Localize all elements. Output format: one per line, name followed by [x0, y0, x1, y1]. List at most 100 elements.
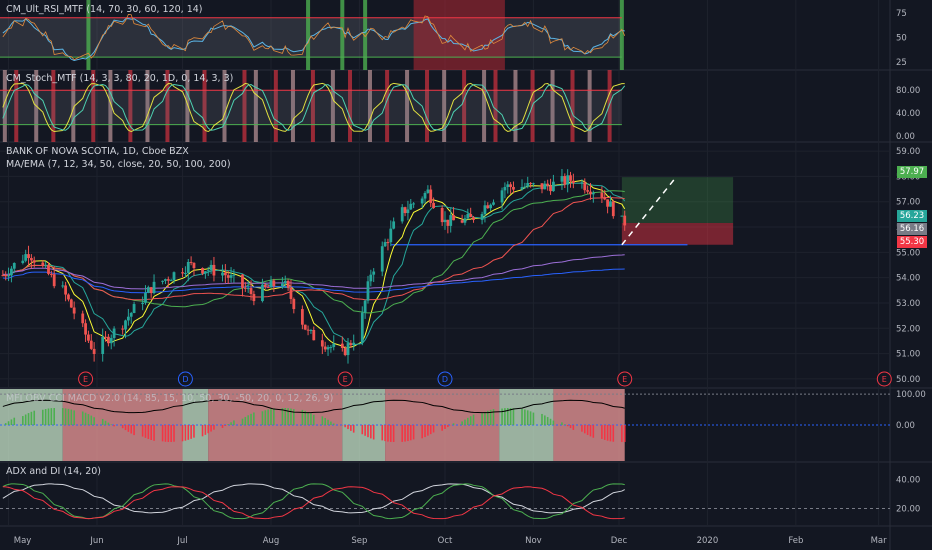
candle-body: [406, 209, 410, 214]
candle-body: [500, 190, 504, 203]
macd-histogram-bar: [324, 417, 326, 425]
candle: [44, 261, 48, 269]
candle: [463, 215, 467, 226]
candle: [10, 266, 13, 283]
candle: [540, 183, 544, 194]
candle-body: [446, 219, 450, 226]
candle-body: [466, 214, 470, 219]
candle: [363, 299, 367, 319]
candle: [346, 337, 350, 364]
macd-histogram-bar: [401, 425, 404, 442]
candle-body: [506, 184, 510, 188]
x-axis-label: May: [14, 536, 32, 546]
macd-histogram-bar: [344, 425, 346, 428]
candle-body: [620, 215, 624, 217]
macd-histogram-bar: [307, 412, 309, 425]
candle-body: [306, 329, 310, 331]
candle-body: [523, 186, 527, 188]
candle: [566, 169, 570, 193]
candle: [249, 280, 253, 301]
candle-body: [300, 309, 304, 325]
macd-histogram-bar: [569, 425, 572, 429]
macd-histogram-bar: [321, 416, 324, 425]
adx-panel-title: ADX and DI (14, 20): [6, 466, 101, 477]
candle: [389, 220, 393, 247]
macd-histogram-bar: [586, 425, 589, 435]
x-axis-label: Nov: [525, 536, 542, 546]
macd-histogram-bar: [581, 425, 583, 432]
stoch-signal-bar: [587, 70, 592, 142]
candle: [406, 200, 410, 221]
macd-histogram-bar: [207, 425, 210, 434]
candle: [563, 173, 567, 189]
macd-histogram-bar: [87, 414, 90, 425]
candle: [241, 274, 244, 297]
candle-body: [146, 287, 150, 293]
candle-body: [29, 258, 33, 261]
candle-body: [229, 275, 233, 278]
candle-body: [480, 214, 484, 220]
candle-body: [121, 328, 125, 330]
macd-histogram-bar: [230, 422, 232, 425]
projection-line: [621, 176, 677, 246]
macd-histogram-bar: [312, 414, 315, 425]
candle: [41, 260, 45, 268]
macd-histogram-bar: [124, 425, 127, 431]
rsi-signal-bar: [340, 0, 345, 70]
target-price-tag: 57.97: [897, 166, 927, 178]
entry-price-tag: 56.16: [897, 223, 927, 235]
candle: [12, 262, 16, 274]
candle: [209, 260, 213, 274]
candle: [292, 297, 296, 314]
macd-histogram-bar: [233, 420, 235, 425]
event-marker-letter: D: [182, 375, 188, 384]
macd-histogram-bar: [444, 425, 446, 429]
price-tick-label: 53.00: [896, 299, 920, 309]
candle-body: [549, 185, 552, 192]
candle-body: [212, 264, 216, 276]
macd-histogram-bar: [381, 425, 384, 441]
candle-body: [169, 280, 173, 282]
event-marker-letter: E: [882, 375, 887, 384]
candle-body: [611, 201, 615, 217]
candle-body: [580, 182, 584, 184]
macd-histogram-bar: [101, 418, 104, 425]
macd-histogram-bar: [164, 425, 167, 442]
candle: [380, 241, 384, 277]
macd-histogram-bar: [270, 408, 272, 425]
candle: [186, 258, 190, 282]
candle: [272, 278, 276, 292]
macd-histogram-bar: [53, 408, 55, 425]
candle: [352, 334, 356, 351]
candle-body: [606, 199, 609, 207]
candle-body: [223, 272, 227, 276]
candle-body: [106, 336, 110, 344]
macd-histogram-bar: [190, 425, 192, 439]
x-axis-label: Aug: [263, 536, 280, 546]
stoch-signal-bar: [550, 70, 555, 142]
macd-histogram-bar: [4, 423, 7, 425]
candle: [7, 267, 10, 282]
candle-body: [600, 192, 604, 198]
candle: [492, 199, 495, 206]
macd-histogram-bar: [472, 414, 475, 425]
candle: [586, 185, 590, 194]
macd-histogram-bar: [250, 413, 252, 425]
adx-tick-label: 20.00: [896, 505, 920, 515]
macd-histogram-bar: [486, 410, 489, 425]
macd-histogram-bar: [267, 409, 269, 425]
candle: [226, 270, 230, 285]
macd-histogram-bar: [153, 425, 155, 441]
candle-body: [589, 191, 592, 195]
candle: [232, 269, 236, 283]
macd-histogram-bar: [469, 416, 472, 425]
macd-histogram-bar: [241, 418, 244, 425]
stoch-k-line: [2, 82, 625, 133]
x-axis-label: Jul: [176, 536, 187, 546]
candle: [172, 271, 176, 284]
macd-histogram-bar: [592, 425, 595, 438]
candle: [1, 270, 5, 277]
macd-histogram-bar: [347, 425, 349, 430]
candle: [252, 290, 256, 306]
